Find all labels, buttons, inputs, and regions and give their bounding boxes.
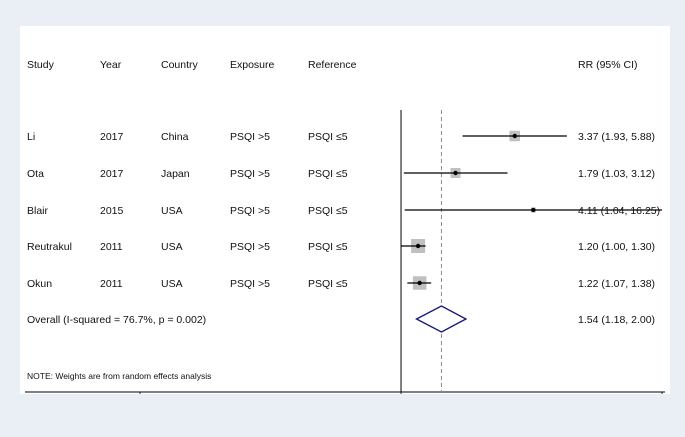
row-study: Li — [27, 131, 35, 143]
point-estimate — [417, 280, 422, 286]
point-estimate — [531, 207, 536, 213]
header-rr: RR (95% CI) — [578, 59, 638, 71]
row-study: Reutrakul — [27, 241, 72, 253]
header-study: Study — [27, 59, 55, 71]
row-country: USA — [161, 278, 183, 290]
row-study: Blair — [27, 205, 49, 217]
row-exposure: PSQI >5 — [230, 205, 270, 217]
row-reference: PSQI ≤5 — [308, 205, 348, 217]
study-rows: Li 2017 China PSQI >5 PSQI ≤5 3.37 (1.93, 5.8… — [27, 130, 662, 290]
row-rr-label: 4.11 (1.04, 16.25) — [578, 205, 660, 217]
row-exposure: PSQI >5 — [230, 241, 270, 253]
row-year: 2017 — [100, 131, 124, 143]
header-country: Country — [161, 59, 199, 71]
point-estimate — [512, 133, 517, 139]
row-rr-label: 1.79 (1.03, 3.12) — [578, 168, 655, 180]
overall-diamond — [415, 305, 468, 333]
row-study: Ota — [27, 168, 44, 180]
row-country: Japan — [161, 168, 190, 180]
header-exposure: Exposure — [230, 59, 275, 71]
row-rr-label: 1.22 (1.07, 1.38) — [578, 278, 655, 290]
forest-plot: Study Year Country Exposure Reference RR… — [25, 59, 665, 394]
row-exposure: PSQI >5 — [230, 278, 270, 290]
row-country: USA — [161, 205, 183, 217]
row-rr-label: 3.37 (1.93, 5.88) — [578, 131, 655, 143]
row-study: Okun — [27, 278, 52, 290]
overall-label: Overall (I-squared = 76.7%, p = 0.002) — [27, 314, 206, 326]
row-reference: PSQI ≤5 — [308, 278, 348, 290]
header-reference: Reference — [308, 59, 357, 71]
row-rr-label: 1.20 (1.00, 1.30) — [578, 241, 655, 253]
forest-plot-panel: Study Year Country Exposure Reference RR… — [20, 26, 670, 394]
row-reference: PSQI ≤5 — [308, 168, 348, 180]
row-country: China — [161, 131, 189, 143]
row-reference: PSQI ≤5 — [308, 241, 348, 253]
row-exposure: PSQI >5 — [230, 168, 270, 180]
row-year: 2017 — [100, 168, 124, 180]
point-estimate — [453, 170, 458, 176]
row-year: 2011 — [100, 241, 123, 253]
row-year: 2015 — [100, 205, 124, 217]
x-ticks: .0615116.25 — [139, 392, 663, 394]
row-year: 2011 — [100, 278, 123, 290]
overall-rr-label: 1.54 (1.18, 2.00) — [578, 314, 655, 326]
row-country: USA — [161, 241, 183, 253]
row-reference: PSQI ≤5 — [308, 131, 348, 143]
note-text: NOTE: Weights are from random effects an… — [27, 371, 211, 381]
row-exposure: PSQI >5 — [230, 131, 270, 143]
point-estimate — [415, 243, 421, 249]
header-year: Year — [100, 59, 122, 71]
